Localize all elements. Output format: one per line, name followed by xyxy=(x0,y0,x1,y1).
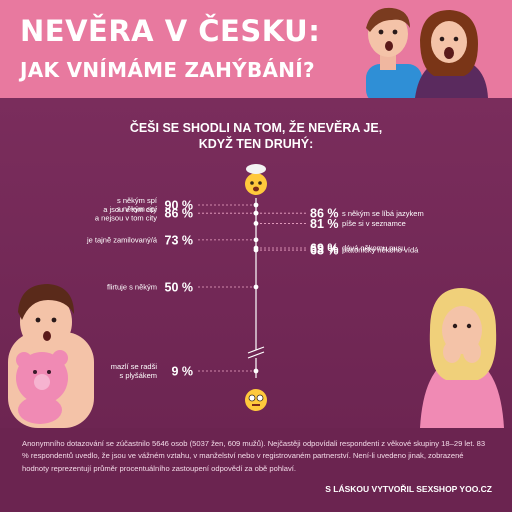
left-marker xyxy=(253,284,259,290)
axis-break-mark xyxy=(247,351,265,359)
right-category-label: platonicky někoho vídá xyxy=(342,246,419,255)
right-category-label: píše si v seznamce xyxy=(342,219,406,228)
left-category-label: mazlí se radši s plyšákem xyxy=(111,362,158,380)
chart-heading: ČEŠI SE SHODLI NA TOM, ŽE NEVĚRA JE, KDY… xyxy=(0,120,512,152)
right-value-label: 81 % xyxy=(310,217,339,231)
axis-break-mark xyxy=(247,346,265,354)
right-marker xyxy=(253,221,259,226)
right-value-label: 86 % xyxy=(310,207,339,221)
left-value-label: 86 % xyxy=(165,207,194,221)
right-marker xyxy=(253,210,259,216)
left-value-label: 90 % xyxy=(165,199,194,213)
right-marker xyxy=(253,247,259,253)
page-title: NEVĚRA V ČESKU: xyxy=(20,14,321,48)
left-marker xyxy=(253,237,259,243)
left-value-label: 50 % xyxy=(165,280,194,294)
header-banner: NEVĚRA V ČESKU: JAK VNÍMÁME ZAHÝBÁNÍ? xyxy=(0,0,512,98)
left-category-label: s někým spí a nejsou v tom city xyxy=(95,204,158,222)
chart-heading-line1: ČEŠI SE SHODLI NA TOM, ŽE NEVĚRA JE, xyxy=(129,121,383,135)
chart-heading-line2: KDYŽ TEN DRUHÝ: xyxy=(198,137,314,151)
emoji-eye xyxy=(256,394,264,402)
right-value-label: 69 % xyxy=(310,242,339,256)
emoji-eye xyxy=(250,181,254,185)
left-category-label: s někým spí a jsou v tom city xyxy=(103,196,158,214)
left-marker xyxy=(253,368,259,374)
emoji-eye xyxy=(258,181,262,185)
page-subtitle: JAK VNÍMÁME ZAHÝBÁNÍ? xyxy=(20,58,315,82)
left-category-label: je tajně zamilovaný/á xyxy=(86,235,158,244)
left-value-label: 73 % xyxy=(165,233,194,247)
flushed-face-icon xyxy=(245,389,267,411)
emoji-eye xyxy=(248,394,256,402)
left-marker xyxy=(253,202,259,208)
left-category-label: flirtuje s někým xyxy=(107,283,157,292)
right-category-label: dává někomu pusu xyxy=(342,244,405,253)
survey-methodology-note: Anonymního dotazování se zúčastnilo 5646… xyxy=(22,439,486,473)
exploding-head-icon xyxy=(245,173,267,195)
emoji-mouth xyxy=(253,186,259,192)
explosion-cloud-icon xyxy=(246,164,266,174)
credit-line: S LÁSKOU VYTVOŘIL SEXSHOP YOO.CZ xyxy=(325,484,492,494)
left-value-label: 9 % xyxy=(171,365,193,379)
shocked-couple-illustration xyxy=(366,7,488,98)
emoji-mouth xyxy=(252,404,260,406)
right-value-label: 68 % xyxy=(310,244,339,258)
right-category-label: s někým se líbá jazykem xyxy=(342,209,424,218)
